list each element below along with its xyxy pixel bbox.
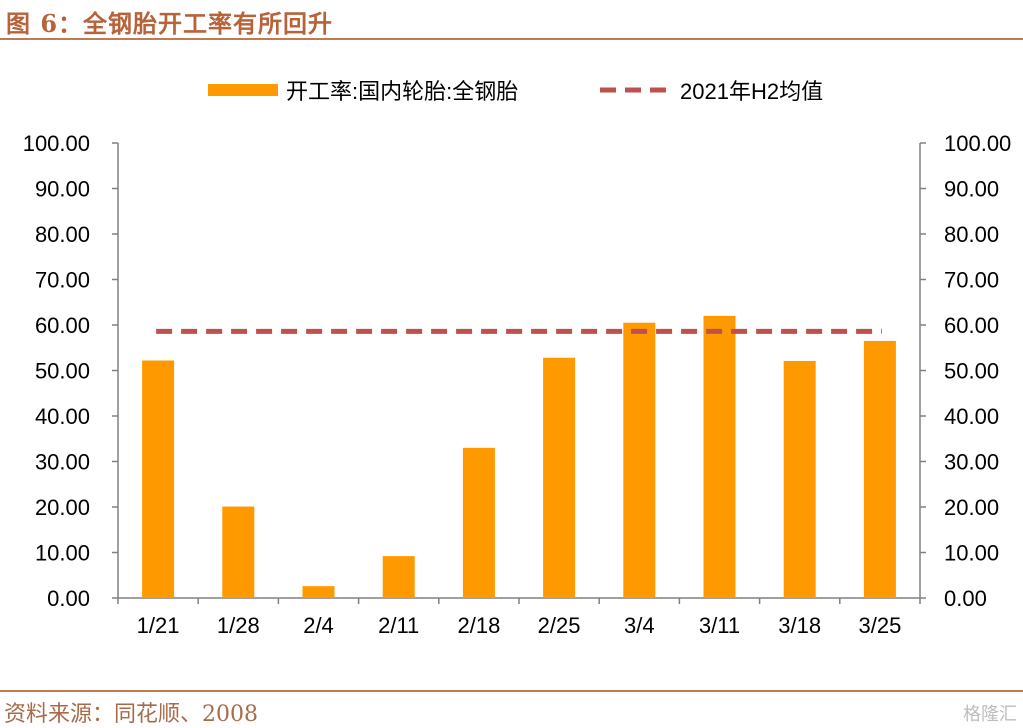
bar xyxy=(222,506,255,598)
bar xyxy=(382,556,415,598)
y-tick-label-right: 100.00 xyxy=(944,131,1011,156)
bar xyxy=(142,360,175,598)
y-tick-label-left: 0.00 xyxy=(47,586,90,611)
legend-bar-swatch xyxy=(208,84,278,96)
y-tick-label-left: 90.00 xyxy=(35,177,90,202)
bar xyxy=(783,360,816,598)
y-tick-label-right: 90.00 xyxy=(944,177,999,202)
y-tick-label-right: 40.00 xyxy=(944,404,999,429)
x-tick-label: 2/11 xyxy=(378,613,419,638)
y-tick-label-left: 50.00 xyxy=(35,359,90,384)
legend-avg-label: 2021年H2均值 xyxy=(680,79,823,104)
title-divider xyxy=(0,38,1023,40)
axes: 0.00 0.00 10.00 10.00 20.00 20.00 30.00 30.00 40… xyxy=(23,131,1012,638)
x-tick-label: 2/4 xyxy=(303,613,334,638)
x-tick-label: 1/21 xyxy=(137,613,180,638)
y-tick-label-left: 60.00 xyxy=(35,313,90,338)
bar xyxy=(623,322,656,598)
y-tick-label-left: 70.00 xyxy=(35,268,90,293)
legend-bar-label: 开工率:国内轮胎:全钢胎 xyxy=(286,79,518,104)
bar xyxy=(703,315,736,598)
bar xyxy=(543,357,576,598)
x-tick-label: 2/25 xyxy=(538,613,581,638)
bars xyxy=(142,315,896,598)
x-tick-label: 3/11 xyxy=(699,613,740,638)
y-tick-label-left: 10.00 xyxy=(35,541,90,566)
y-tick-label-right: 10.00 xyxy=(944,541,999,566)
x-tick-label: 3/18 xyxy=(778,613,821,638)
y-tick-label-left: 20.00 xyxy=(35,495,90,520)
x-tick-label: 3/4 xyxy=(624,613,655,638)
x-tick-label: 3/25 xyxy=(858,613,901,638)
footer-divider xyxy=(0,690,1023,692)
bar xyxy=(863,340,896,598)
y-tick-label-right: 30.00 xyxy=(944,450,999,475)
x-tick-label: 2/18 xyxy=(457,613,500,638)
y-tick-label-left: 30.00 xyxy=(35,450,90,475)
bar xyxy=(462,447,495,598)
source-note: 资料来源：同花顺、2008 xyxy=(4,702,258,727)
y-tick-label-left: 80.00 xyxy=(35,222,90,247)
y-tick-label-right: 20.00 xyxy=(944,495,999,520)
y-tick-label-right: 50.00 xyxy=(944,359,999,384)
watermark: 格隆汇 xyxy=(963,704,1017,725)
figure-title: 图 6：全钢胎开工率有所回升 xyxy=(6,9,334,38)
bar xyxy=(302,586,335,598)
y-tick-label-left: 100.00 xyxy=(23,131,90,156)
bar-chart: 开工率:国内轮胎:全钢胎 2021年H2均值 0.00 0.00 10.00 10.0… xyxy=(23,79,1012,638)
y-tick-label-right: 0.00 xyxy=(944,586,987,611)
x-tick-label: 1/28 xyxy=(217,613,260,638)
y-tick-label-right: 60.00 xyxy=(944,313,999,338)
legend: 开工率:国内轮胎:全钢胎 2021年H2均值 xyxy=(208,79,823,104)
y-tick-label-left: 40.00 xyxy=(35,404,90,429)
y-tick-label-right: 80.00 xyxy=(944,222,999,247)
y-tick-label-right: 70.00 xyxy=(944,268,999,293)
